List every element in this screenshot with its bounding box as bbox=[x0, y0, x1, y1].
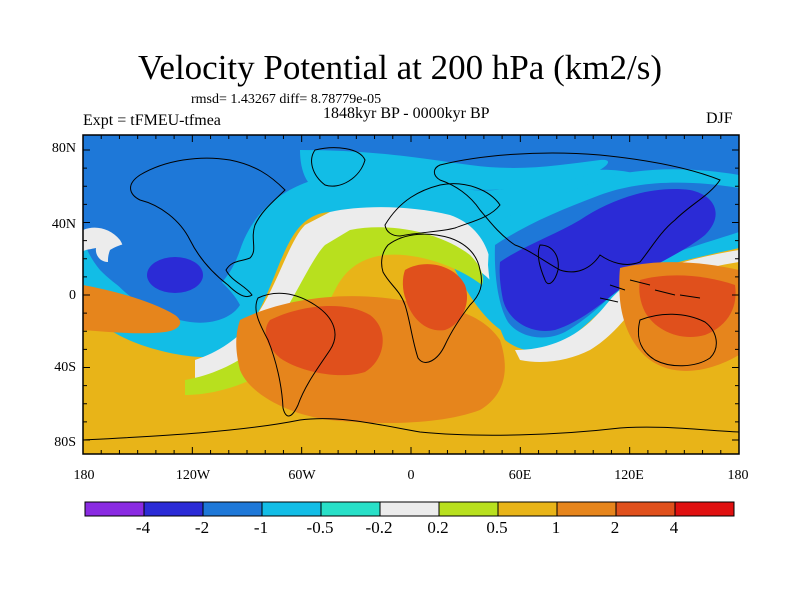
contour-pos2-africa bbox=[402, 264, 468, 331]
coast-north-america bbox=[130, 157, 286, 298]
contour-pos1-west bbox=[83, 285, 181, 334]
chart-title: Velocity Potential at 200 hPa (km2/s) bbox=[138, 48, 662, 87]
colorbar-label: 0.5 bbox=[486, 518, 508, 537]
colorbar-label: -0.5 bbox=[306, 518, 334, 537]
colorbar-label: -2 bbox=[194, 518, 210, 537]
colorbar-swatch bbox=[202, 501, 263, 517]
colorbar-swatch bbox=[556, 501, 617, 517]
lon-label-60e: 60E bbox=[508, 468, 532, 483]
lon-label-0: 0 bbox=[407, 468, 415, 483]
coast-australia bbox=[637, 313, 717, 367]
colorbar-label: 2 bbox=[610, 518, 620, 537]
contour-pos2-samerica bbox=[265, 305, 383, 376]
coast-antarctica bbox=[83, 418, 739, 441]
colorbar-swatch bbox=[497, 501, 558, 517]
coastlines bbox=[83, 147, 739, 441]
contour-pos2-wpac bbox=[639, 275, 736, 338]
lat-label-80s: 80S bbox=[54, 435, 76, 450]
contour-neg2-north bbox=[83, 135, 739, 306]
lon-label-120e: 120E bbox=[614, 468, 644, 483]
colorbar-label: 4 bbox=[669, 518, 679, 537]
coast-india bbox=[537, 244, 559, 285]
coast-africa bbox=[381, 233, 483, 363]
lat-label-eq: 0 bbox=[69, 288, 76, 303]
colorbar-swatch bbox=[674, 501, 735, 517]
colorbar-swatch bbox=[84, 501, 145, 517]
lon-label-180e: 180 bbox=[727, 468, 749, 483]
experiment-label: Expt = tFMEU-tfmea bbox=[83, 112, 221, 129]
contour-neg05-atl bbox=[300, 150, 609, 191]
colorbar-swatch bbox=[615, 501, 676, 517]
axis-ticks bbox=[82, 135, 740, 454]
lon-label-180w: 180 bbox=[73, 468, 95, 483]
lat-label-80n: 80N bbox=[51, 141, 76, 156]
season-label: DJF bbox=[706, 110, 733, 127]
colorbar-swatch bbox=[438, 501, 499, 517]
colorbar-swatch bbox=[320, 501, 381, 517]
colorbar-swatch bbox=[379, 501, 440, 517]
coast-greenland bbox=[311, 147, 366, 187]
colorbar-label: 1 bbox=[551, 518, 561, 537]
stats-text: rmsd= 1.43267 diff= 8.78779e-05 bbox=[191, 92, 382, 107]
coast-islands bbox=[599, 279, 701, 303]
period-text: 1848kyr BP - 0000kyr BP bbox=[323, 105, 490, 122]
colorbar-label: -1 bbox=[253, 518, 269, 537]
colorbar-swatch bbox=[143, 501, 204, 517]
coast-asia bbox=[433, 152, 721, 273]
colorbar-swatch bbox=[261, 501, 322, 517]
colorbar-label: -4 bbox=[135, 518, 151, 537]
colorbar-label: -0.2 bbox=[365, 518, 393, 537]
coast-south-america bbox=[255, 292, 336, 417]
contour-field bbox=[83, 135, 739, 454]
contour-neg2-pac bbox=[147, 257, 203, 293]
lon-label-120w: 120W bbox=[175, 468, 211, 483]
lat-label-40n: 40N bbox=[51, 217, 76, 232]
lon-label-60w: 60W bbox=[288, 468, 316, 483]
colorbar bbox=[84, 501, 735, 517]
colorbar-label: 0.2 bbox=[427, 518, 449, 537]
lat-label-40s: 40S bbox=[54, 360, 76, 375]
